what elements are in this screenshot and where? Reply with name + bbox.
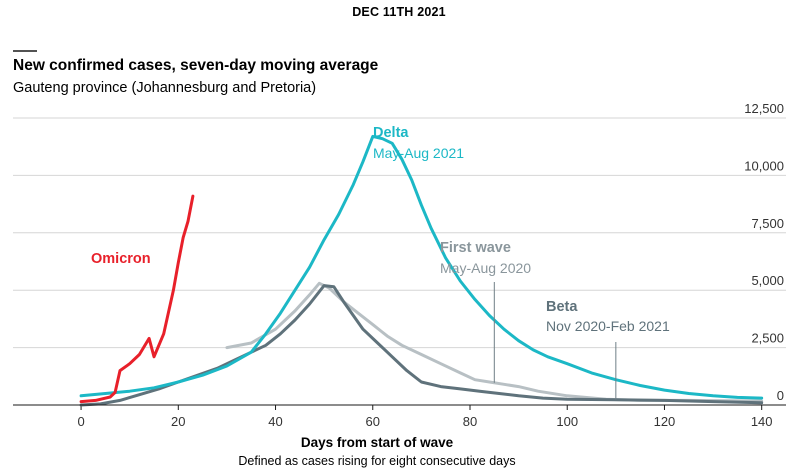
series-line-beta [79,284,764,407]
y-tick-label-5000: 5,000 [751,273,784,288]
y-tick-label-10000: 10,000 [744,158,784,173]
label-beta-period: Nov 2020-Feb 2021 [546,318,670,334]
y-axis-ticks: 0 2,500 5,000 7,500 10,000 12,500 [744,101,784,403]
label-first-wave-name: First wave [440,240,511,256]
chart-date: DEC 11TH 2021 [352,5,446,19]
series-line-omicron [79,194,195,404]
label-delta-period: May-Aug 2021 [373,145,464,161]
chart-subtitle: Gauteng province (Johannesburg and Preto… [13,80,316,96]
x-tick-label-140: 140 [751,414,773,429]
label-first-wave-period: May-Aug 2020 [440,260,531,276]
x-axis-ticks: 0 20 40 60 80 100 120 140 [77,405,773,429]
y-tick-label-0: 0 [777,388,784,403]
chart-title: New confirmed cases, seven-day moving av… [13,57,379,74]
y-tick-label-2500: 2,500 [751,331,784,346]
x-tick-label-0: 0 [77,414,84,429]
label-beta-name: Beta [546,299,578,315]
annotation-markers [493,282,617,400]
x-axis-label: Days from start of wave [301,435,454,450]
x-axis-note: Defined as cases rising for eight consec… [238,454,515,468]
y-tick-label-7500: 7,500 [751,216,784,231]
x-tick-label-80: 80 [463,414,477,429]
label-delta-name: Delta [373,125,409,141]
x-tick-label-60: 60 [366,414,380,429]
x-tick-label-100: 100 [556,414,578,429]
y-tick-label-12500: 12,500 [744,101,784,116]
x-tick-label-20: 20 [171,414,185,429]
series-line-delta [79,134,764,400]
x-tick-label-40: 40 [268,414,282,429]
series-lines [79,134,764,407]
label-omicron-name: Omicron [91,251,151,267]
x-tick-label-120: 120 [654,414,676,429]
